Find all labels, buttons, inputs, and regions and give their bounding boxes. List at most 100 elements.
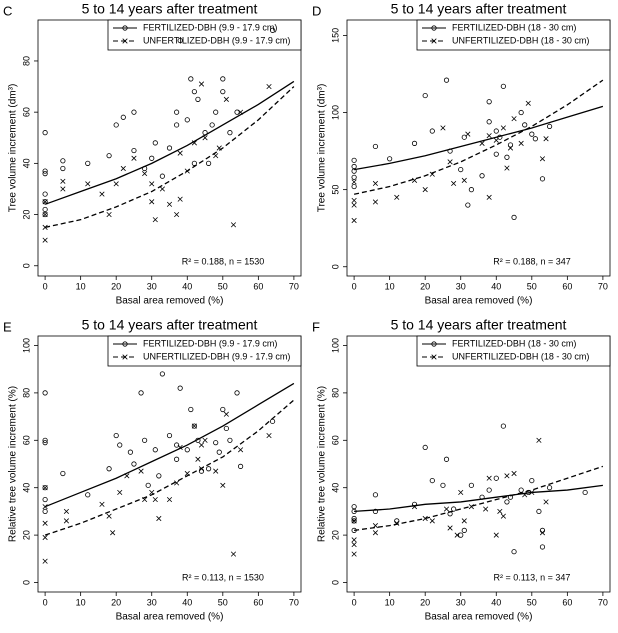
legend-box (416, 19, 611, 51)
y-tick-label: 20 (330, 530, 340, 540)
chart-title: 5 to 14 years after treatment (82, 1, 258, 17)
point (191, 423, 197, 429)
legend-label: UNFERTILIZED-DBH (9.9 - 17.9 cm) (143, 351, 290, 361)
point (518, 140, 524, 146)
point (461, 134, 467, 140)
point (99, 191, 105, 197)
point (351, 537, 357, 543)
point (500, 423, 506, 429)
y-tick-label: 100 (21, 338, 31, 353)
point (42, 504, 48, 510)
point (394, 520, 400, 526)
legend-label: FERTILIZED-DBH (18 - 30 cm) (452, 22, 576, 32)
legend-box (107, 335, 302, 367)
point (205, 160, 212, 166)
point (372, 530, 379, 536)
point (159, 186, 165, 192)
point (42, 206, 48, 213)
x-tick-label: 60 (253, 597, 263, 607)
point (195, 437, 201, 443)
point (42, 440, 48, 446)
x-tick-label: 10 (76, 281, 86, 291)
x-axis-label: Basal area removed (%) (425, 612, 533, 623)
point (177, 196, 183, 202)
point (202, 135, 208, 141)
legend-label: UNFERTILIZED-DBH (18 - 30 cm) (452, 35, 589, 45)
point (195, 96, 201, 102)
point (507, 142, 514, 148)
point (451, 506, 457, 512)
point (440, 482, 446, 488)
point (351, 202, 357, 208)
point (351, 551, 357, 557)
point (42, 485, 48, 491)
chart-title: 5 to 14 years after treatment (391, 1, 567, 17)
x-tick-label: 0 (352, 281, 357, 291)
point (372, 492, 379, 498)
point (372, 508, 379, 515)
point (539, 156, 546, 162)
point (511, 470, 517, 477)
point (60, 470, 66, 477)
point (468, 482, 474, 488)
point (458, 532, 464, 538)
point (351, 179, 357, 185)
point (493, 532, 499, 538)
point (486, 487, 492, 493)
point (539, 527, 546, 533)
point (372, 199, 379, 205)
point (202, 130, 208, 136)
point (131, 109, 137, 115)
point (486, 99, 492, 105)
x-tick-label: 70 (598, 597, 608, 607)
legend-label: UNFERTILIZED-DBH (9.9 - 17.9 cm) (143, 35, 290, 45)
point (234, 109, 240, 115)
point (493, 137, 499, 143)
x-tick-label: 50 (218, 597, 228, 607)
point (60, 178, 66, 184)
point (184, 168, 190, 174)
point (511, 214, 517, 220)
point (142, 165, 148, 172)
point (465, 202, 471, 208)
point (351, 504, 357, 510)
point (582, 489, 588, 496)
point (458, 166, 464, 173)
point (113, 122, 119, 128)
point (42, 390, 48, 396)
panel: C 5 to 14 years after treatment 0 10 20 30 40 5… (3, 1, 302, 307)
point (142, 496, 148, 503)
plot-frame (346, 19, 611, 277)
x-tick-label: 0 (43, 281, 48, 291)
point (546, 485, 553, 491)
legend-label: FERTILIZED-DBH (9.9 - 17.9 cm) (143, 338, 277, 348)
point (191, 89, 197, 95)
legend-marker (431, 354, 437, 360)
point (429, 171, 435, 177)
point (394, 518, 400, 524)
point (443, 506, 450, 512)
point (493, 475, 499, 481)
point (42, 224, 48, 230)
point (184, 447, 190, 453)
point (543, 499, 549, 505)
point (216, 145, 222, 151)
point (220, 406, 226, 413)
point (536, 508, 542, 515)
point (131, 155, 137, 161)
point (152, 140, 158, 146)
point (63, 518, 70, 524)
legend-label: FERTILIZED-DBH (9.9 - 17.9 cm) (143, 22, 277, 32)
point (120, 114, 126, 120)
point (497, 134, 503, 140)
point (106, 466, 112, 472)
legend-marker (431, 38, 437, 44)
point (174, 211, 180, 218)
x-tick-label: 10 (385, 281, 395, 291)
point (213, 153, 219, 159)
point (483, 506, 489, 512)
point (166, 432, 173, 439)
point (525, 100, 531, 106)
point (429, 477, 435, 484)
point (529, 477, 535, 484)
